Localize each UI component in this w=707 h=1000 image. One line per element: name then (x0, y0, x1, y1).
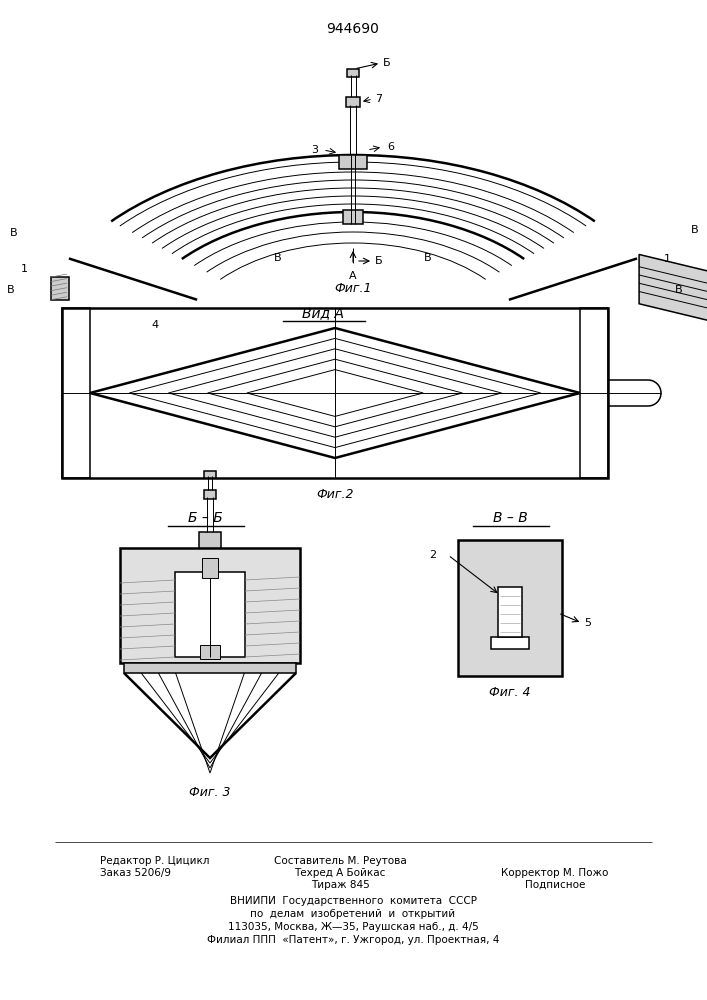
Text: по  делам  изобретений  и  открытий: по делам изобретений и открытий (250, 909, 455, 919)
Text: 7: 7 (375, 94, 382, 104)
Bar (51, 277, 69, 300)
Bar (120, 548, 300, 663)
Text: Б: Б (383, 58, 391, 68)
Bar (124, 663, 296, 673)
Bar (458, 540, 562, 676)
Text: В: В (691, 225, 699, 235)
Text: В: В (274, 253, 282, 263)
Bar (498, 587, 522, 637)
Text: Редактор Р. Цицикл: Редактор Р. Цицикл (100, 856, 209, 866)
Text: Техред А Бойкас: Техред А Бойкас (294, 868, 386, 878)
Text: 6: 6 (387, 142, 395, 152)
Text: Б – Б: Б – Б (187, 511, 223, 525)
Bar (62, 308, 608, 478)
Bar (200, 645, 220, 659)
Bar (347, 69, 359, 77)
Text: 2: 2 (429, 550, 436, 560)
Text: Фиг. 3: Фиг. 3 (189, 786, 230, 800)
Text: Филиал ППП  «Патент», г. Ужгород, ул. Проектная, 4: Филиал ППП «Патент», г. Ужгород, ул. Про… (207, 935, 499, 945)
Bar (62, 308, 90, 478)
Text: В – В: В – В (493, 511, 527, 525)
Text: Заказ 5206/9: Заказ 5206/9 (100, 868, 171, 878)
Text: Корректор М. Пожо: Корректор М. Пожо (501, 868, 609, 878)
Bar (580, 308, 608, 478)
Bar (339, 155, 367, 169)
Bar (343, 210, 363, 224)
Text: 113035, Москва, Ж—35, Раушская наб., д. 4/5: 113035, Москва, Ж—35, Раушская наб., д. … (228, 922, 479, 932)
Text: Б: Б (375, 256, 382, 266)
Text: В: В (675, 285, 683, 295)
Text: 1: 1 (664, 254, 670, 264)
Text: Подписное: Подписное (525, 880, 585, 890)
Text: Фиг.2: Фиг.2 (316, 488, 354, 500)
Text: В: В (10, 228, 18, 238)
Text: Фиг. 4: Фиг. 4 (489, 686, 531, 698)
Text: 1: 1 (21, 264, 28, 274)
Bar (199, 532, 221, 548)
Bar (204, 471, 216, 478)
Text: Фиг.1: Фиг.1 (334, 282, 372, 294)
Text: А: А (349, 271, 357, 281)
Text: 3: 3 (312, 145, 318, 155)
Text: Составитель М. Реутова: Составитель М. Реутова (274, 856, 407, 866)
Bar (202, 558, 218, 578)
Text: Тираж 845: Тираж 845 (310, 880, 369, 890)
Text: ВНИИПИ  Государственного  комитета  СССР: ВНИИПИ Государственного комитета СССР (230, 896, 477, 906)
Text: В: В (7, 285, 15, 295)
Text: Вид А: Вид А (302, 306, 344, 320)
Bar (175, 572, 245, 657)
Polygon shape (639, 254, 707, 324)
Text: 944690: 944690 (327, 22, 380, 36)
Text: 5: 5 (584, 618, 591, 628)
Text: В: В (424, 253, 432, 263)
Bar (346, 97, 360, 107)
Bar (204, 490, 216, 499)
Text: 4: 4 (151, 320, 158, 330)
Bar (491, 637, 529, 649)
